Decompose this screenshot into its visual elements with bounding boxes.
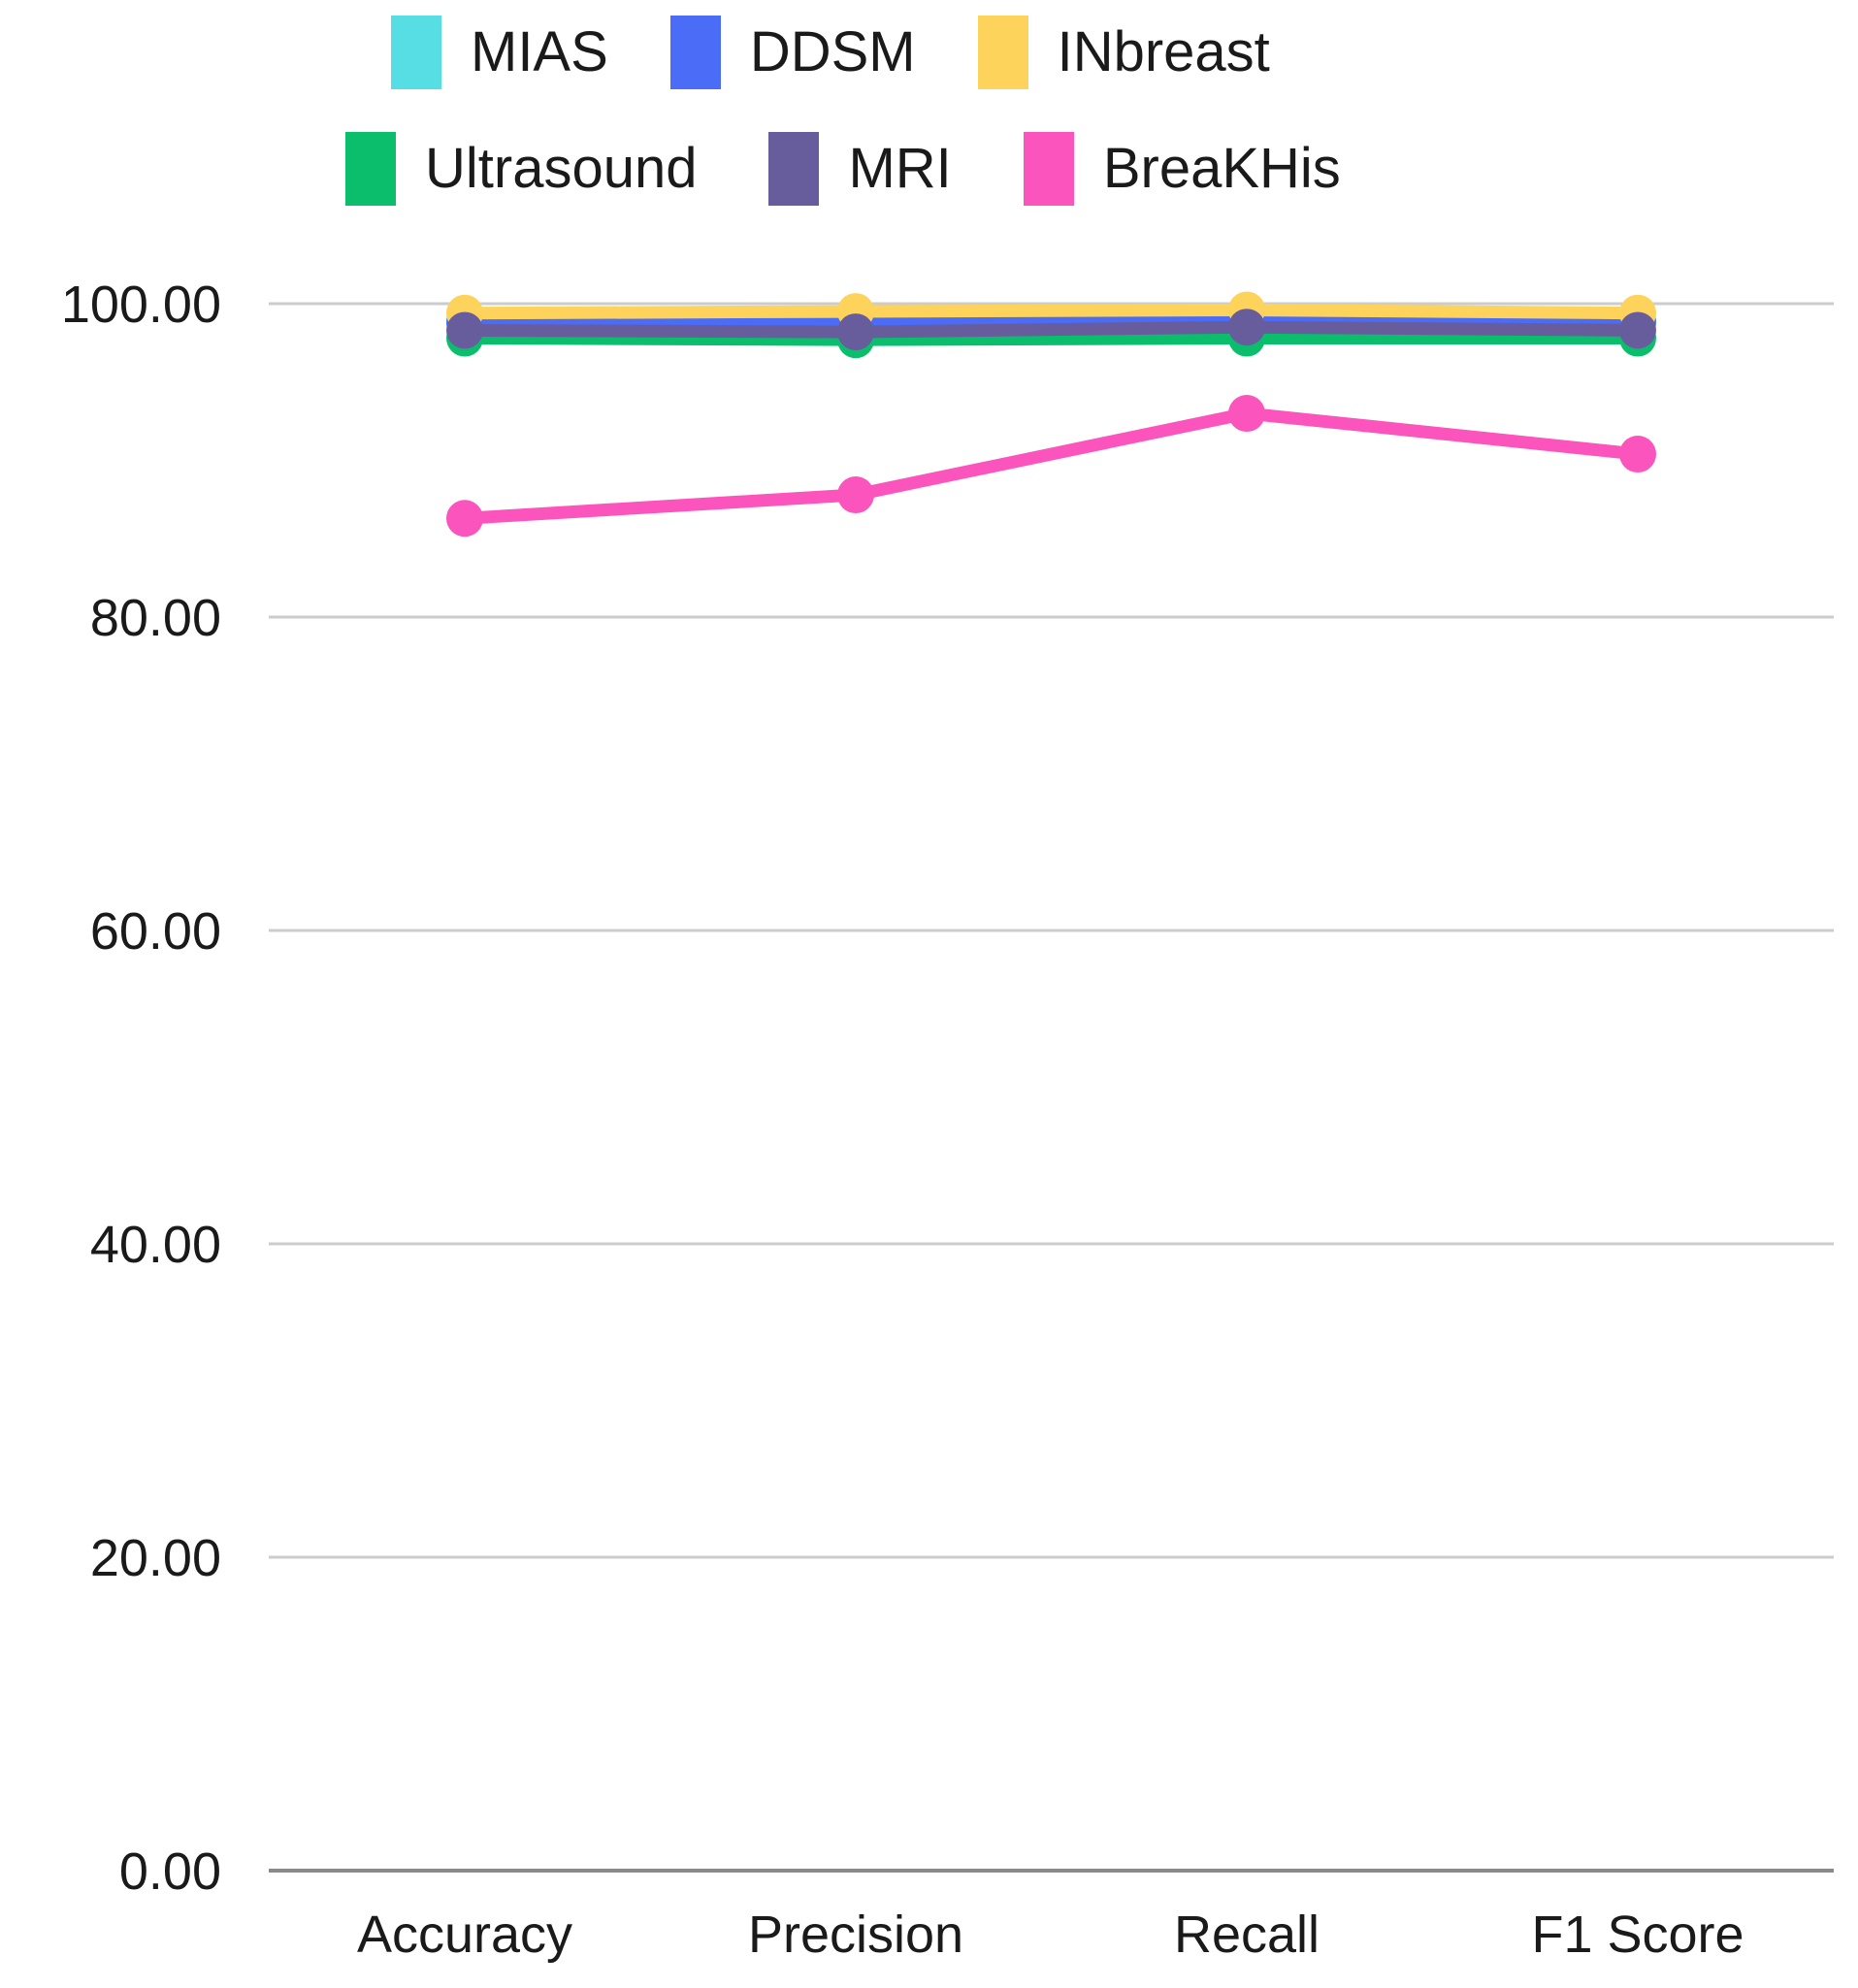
legend-item-breakhis: BreaKHis	[1023, 132, 1341, 206]
legend-row-2: Ultrasound MRI BreaKHis	[345, 132, 1341, 206]
series-point-breakhis-f1-score	[1619, 436, 1656, 473]
y-tick-label-0.00: 0.00	[119, 1842, 221, 1901]
x-tick-label-precision: Precision	[748, 1906, 963, 1964]
legend-label-breakhis: BreaKHis	[1102, 137, 1341, 200]
series-line-mri	[458, 320, 1645, 339]
series-point-mri-precision	[837, 313, 874, 351]
legend-label-mias: MIAS	[471, 20, 608, 83]
legend-label-ddsm: DDSM	[749, 20, 916, 83]
breakhis-swatch-icon	[1023, 132, 1074, 206]
legend-item-inbreast: INbreast	[977, 16, 1270, 89]
x-tick-label-f1-score: F1 Score	[1531, 1906, 1744, 1964]
x-tick-label-accuracy: Accuracy	[357, 1906, 572, 1964]
legend-item-ddsm: DDSM	[669, 16, 916, 89]
y-tick-label-80.00: 80.00	[90, 589, 221, 647]
y-tick-label-60.00: 60.00	[90, 902, 221, 961]
legend-label-ultrasound: Ultrasound	[425, 137, 698, 200]
mias-swatch-icon	[391, 16, 441, 89]
series-point-breakhis-accuracy	[446, 500, 483, 538]
series-point-breakhis-precision	[837, 476, 874, 514]
legend-item-mias: MIAS	[391, 16, 608, 89]
series-point-mri-f1-score	[1619, 311, 1656, 349]
legend-row-1: MIAS DDSM INbreast	[391, 16, 1270, 89]
series-line-ultrasound	[458, 332, 1645, 346]
series-line-inbreast	[458, 303, 1645, 320]
series-point-mri-accuracy	[446, 311, 483, 349]
series-point-breakhis-recall	[1228, 395, 1265, 433]
inbreast-swatch-icon	[977, 16, 1028, 89]
ddsm-swatch-icon	[669, 16, 721, 89]
y-tick-label-100.00: 100.00	[61, 276, 221, 334]
legend-label-inbreast: INbreast	[1057, 20, 1270, 83]
legend-item-ultrasound: Ultrasound	[345, 132, 697, 206]
x-tick-label-recall: Recall	[1174, 1906, 1320, 1964]
y-tick-label-40.00: 40.00	[90, 1216, 221, 1274]
mri-swatch-icon	[768, 132, 820, 206]
legend-item-mri: MRI	[768, 132, 952, 206]
ultrasound-swatch-icon	[345, 132, 396, 206]
y-tick-label-20.00: 20.00	[90, 1529, 221, 1587]
series-line-breakhis	[458, 407, 1645, 525]
series-line-ddsm	[458, 314, 1645, 329]
legend-label-mri: MRI	[848, 137, 952, 200]
series-point-mri-recall	[1228, 309, 1265, 346]
